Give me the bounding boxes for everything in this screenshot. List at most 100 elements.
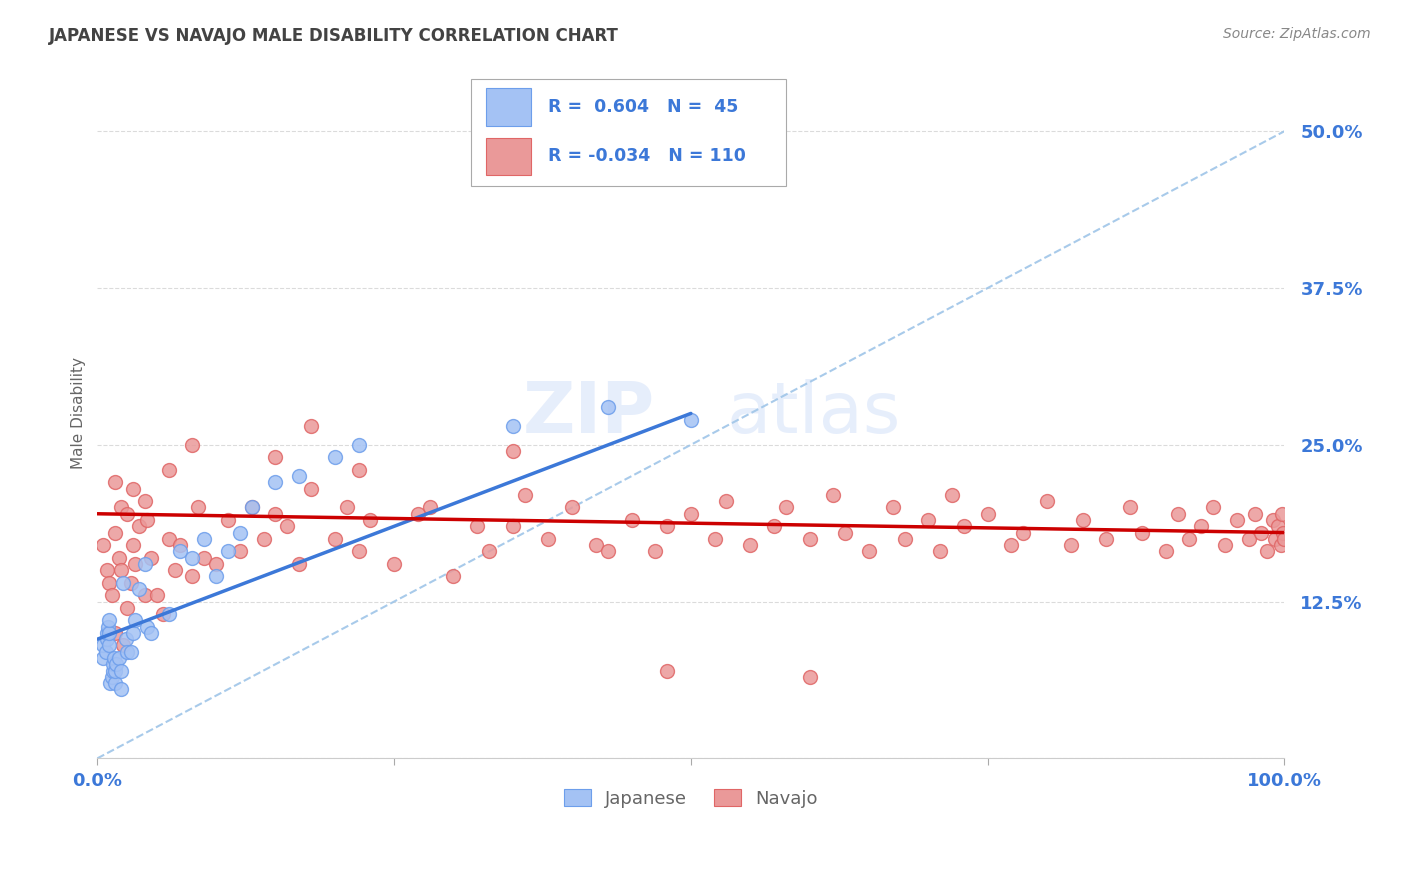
Point	[124, 557, 146, 571]
Point	[134, 588, 156, 602]
Point	[406, 507, 429, 521]
Point	[288, 469, 311, 483]
Point	[181, 550, 204, 565]
Point	[112, 639, 135, 653]
Point	[1000, 538, 1022, 552]
Point	[1264, 532, 1286, 546]
Point	[596, 544, 619, 558]
Point	[169, 538, 191, 552]
Text: ZIP: ZIP	[523, 379, 655, 448]
Point	[139, 550, 162, 565]
Point	[157, 532, 180, 546]
Point	[100, 670, 122, 684]
Point	[264, 450, 287, 465]
Point	[359, 513, 381, 527]
Point	[585, 538, 607, 552]
Point	[157, 463, 180, 477]
Y-axis label: Male Disability: Male Disability	[72, 358, 86, 469]
Point	[1271, 507, 1294, 521]
Point	[917, 513, 939, 527]
Point	[96, 626, 118, 640]
Point	[240, 500, 263, 515]
Point	[1189, 519, 1212, 533]
Point	[110, 500, 132, 515]
Point	[91, 538, 114, 552]
Point	[382, 557, 405, 571]
Point	[98, 575, 121, 590]
Point	[100, 676, 122, 690]
Point	[136, 513, 159, 527]
Point	[893, 532, 915, 546]
Point	[1274, 532, 1296, 546]
Point	[465, 519, 488, 533]
Point	[110, 682, 132, 697]
Point	[502, 519, 524, 533]
Point	[1213, 538, 1236, 552]
Point	[96, 563, 118, 577]
Point	[882, 500, 904, 515]
Point	[347, 544, 370, 558]
Point	[1202, 500, 1225, 515]
Point	[134, 557, 156, 571]
Point	[139, 626, 162, 640]
Point	[502, 419, 524, 434]
Point	[115, 632, 138, 647]
Point	[100, 588, 122, 602]
Point	[655, 664, 678, 678]
Point	[620, 513, 643, 527]
Point	[834, 525, 856, 540]
Point	[264, 507, 287, 521]
Point	[299, 419, 322, 434]
Point	[104, 475, 127, 490]
Point	[128, 519, 150, 533]
Point	[110, 664, 132, 678]
Point	[98, 613, 121, 627]
Point	[941, 488, 963, 502]
Point	[1243, 507, 1265, 521]
Point	[537, 532, 560, 546]
Point	[101, 657, 124, 672]
Text: JAPANESE VS NAVAJO MALE DISABILITY CORRELATION CHART: JAPANESE VS NAVAJO MALE DISABILITY CORRE…	[49, 27, 619, 45]
Point	[953, 519, 976, 533]
Point	[561, 500, 583, 515]
Point	[513, 488, 536, 502]
Point	[103, 651, 125, 665]
Point	[124, 613, 146, 627]
Point	[240, 500, 263, 515]
Point	[299, 482, 322, 496]
Point	[122, 482, 145, 496]
Point	[229, 525, 252, 540]
Point	[101, 664, 124, 678]
Point	[799, 670, 821, 684]
Point	[98, 639, 121, 653]
Point	[107, 550, 129, 565]
Point	[1130, 525, 1153, 540]
Point	[104, 676, 127, 690]
Point	[252, 532, 274, 546]
Point	[115, 645, 138, 659]
Point	[276, 519, 298, 533]
Point	[478, 544, 501, 558]
Point	[775, 500, 797, 515]
Text: R =  0.604   N =  45: R = 0.604 N = 45	[548, 98, 738, 116]
Point	[205, 557, 228, 571]
Point	[163, 563, 186, 577]
Point	[110, 563, 132, 577]
Point	[91, 651, 114, 665]
Point	[122, 626, 145, 640]
Point	[217, 544, 239, 558]
Point	[1250, 525, 1272, 540]
Point	[217, 513, 239, 527]
Text: R = -0.034   N = 110: R = -0.034 N = 110	[548, 147, 747, 166]
Point	[98, 626, 121, 640]
Point	[91, 639, 114, 653]
Point	[1119, 500, 1142, 515]
FancyBboxPatch shape	[471, 78, 786, 186]
Point	[105, 657, 128, 672]
Point	[976, 507, 998, 521]
FancyBboxPatch shape	[485, 137, 530, 176]
Point	[107, 651, 129, 665]
Point	[136, 620, 159, 634]
Point	[703, 532, 725, 546]
Point	[128, 582, 150, 596]
